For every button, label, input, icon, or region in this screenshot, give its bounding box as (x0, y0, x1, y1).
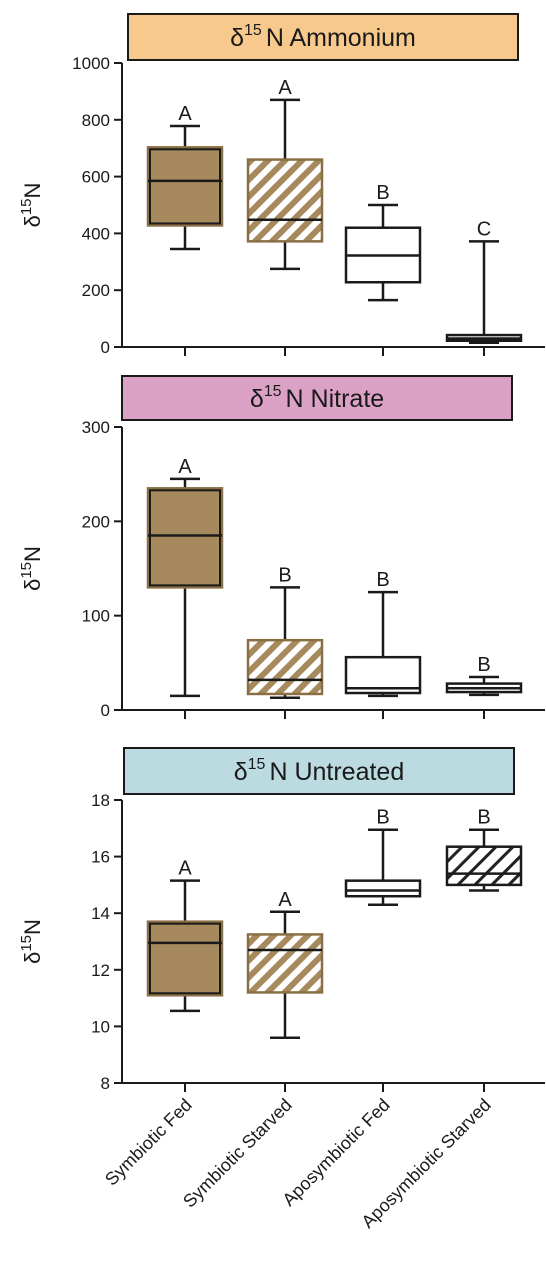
y-tick-label: 16 (91, 848, 110, 867)
y-tick-label: 800 (82, 111, 110, 130)
significance-letter: C (477, 218, 491, 240)
significance-letter: B (376, 182, 389, 204)
box-body (246, 638, 324, 696)
ylabel-delta-symbol: δ (20, 952, 45, 964)
y-axis-label: δ15N (18, 183, 45, 228)
ylabel-superscript: 15 (18, 562, 35, 579)
significance-letter: B (376, 569, 389, 591)
box-inner-outline (149, 489, 221, 587)
panel-title: δ15 N Ammonium (230, 22, 416, 52)
box-3: B (344, 807, 422, 906)
box-body (146, 920, 224, 997)
ylabel-delta-symbol: δ (20, 215, 45, 227)
y-tick-label: 1000 (72, 54, 110, 73)
panel-title-box (123, 747, 515, 795)
box-4: B (445, 807, 523, 892)
y-tick-label: 600 (82, 168, 110, 187)
y-tick-label: 400 (82, 224, 110, 243)
significance-letter: A (178, 858, 192, 880)
chart-panels: δ15 N Ammonium02004006008001000δ15NAABCδ1… (18, 13, 545, 1093)
title-delta-symbol: δ (250, 385, 264, 413)
y-tick-label: 300 (82, 418, 110, 437)
y-axis-label: δ15N (18, 919, 45, 964)
title-text: N Nitrate (286, 385, 385, 413)
title-superscript: 15 (264, 383, 282, 400)
panel-title-box (127, 13, 519, 61)
title-superscript: 15 (244, 22, 262, 39)
y-tick-label: 10 (91, 1017, 110, 1036)
y-tick-label: 18 (91, 791, 110, 810)
y-tick-label: 12 (91, 961, 110, 980)
panel-title: δ15 N Nitrate (250, 383, 384, 413)
significance-letter: A (178, 103, 192, 125)
box-body (246, 933, 324, 994)
title-text: N Untreated (269, 758, 404, 786)
title-delta-symbol: δ (234, 758, 248, 786)
box-2: A (246, 889, 324, 1039)
title-delta-symbol: δ (230, 24, 244, 52)
y-tick-label: 200 (82, 512, 110, 531)
panel-title: δ15 N Untreated (234, 756, 405, 786)
y-tick-label: 14 (91, 904, 110, 923)
box-1: A (146, 456, 224, 698)
ylabel-superscript: 15 (18, 198, 35, 215)
y-tick-label: 100 (82, 607, 110, 626)
title-superscript: 15 (248, 756, 266, 773)
box-inner-outline (149, 148, 221, 225)
x-category-label: Aposymbiotic Fed (279, 1095, 394, 1210)
y-tick-label: 200 (82, 281, 110, 300)
significance-letter: B (278, 564, 291, 586)
box-body (246, 158, 324, 243)
ylabel-delta-symbol: δ (20, 579, 45, 591)
box-4: C (445, 218, 523, 344)
box-1: A (146, 103, 224, 251)
box-3: B (344, 182, 422, 302)
significance-letter: B (376, 807, 389, 829)
significance-letter: A (278, 77, 292, 99)
title-text: N Ammonium (266, 24, 416, 52)
box-body (344, 879, 422, 898)
box-body (445, 845, 523, 887)
box-4: B (445, 654, 523, 697)
box-body (146, 487, 224, 589)
y-axis-label: δ15N (18, 546, 45, 591)
significance-letter: A (178, 456, 192, 478)
significance-letter: B (477, 807, 490, 829)
box-body (344, 655, 422, 695)
y-tick-label: 0 (101, 701, 110, 720)
box-body (146, 146, 224, 227)
y-tick-label: 8 (101, 1074, 110, 1093)
box-2: A (246, 77, 324, 271)
box-1: A (146, 858, 224, 1013)
y-tick-label: 0 (101, 338, 110, 357)
box-inner-outline (149, 922, 221, 995)
x-category-label: Symbiotic Starved (179, 1095, 296, 1212)
ylabel-superscript: 15 (18, 935, 35, 952)
ylabel-text: N (20, 183, 45, 199)
box-2: B (246, 564, 324, 699)
x-category-label: Symbiotic Fed (101, 1095, 196, 1190)
ylabel-text: N (20, 546, 45, 562)
panel-title-box (121, 375, 513, 421)
significance-letter: B (477, 654, 490, 676)
ylabel-text: N (20, 919, 45, 935)
box-3: B (344, 569, 422, 698)
significance-letter: A (278, 889, 292, 911)
